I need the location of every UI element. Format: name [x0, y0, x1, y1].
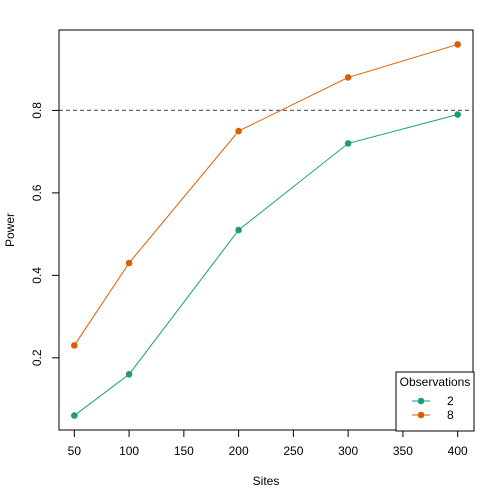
data-point	[454, 41, 461, 48]
data-point	[125, 259, 133, 267]
legend-entry: 8	[412, 408, 454, 422]
legend: Observations 28	[395, 371, 475, 432]
legend-label: 2	[447, 394, 454, 408]
x-axis-title: Sites	[253, 474, 280, 488]
series-layer	[71, 41, 461, 419]
legend-label: 8	[447, 408, 454, 422]
series-line	[73, 43, 458, 346]
data-point	[235, 127, 242, 135]
data-point	[125, 371, 133, 378]
data-point	[235, 226, 242, 234]
series-2	[71, 111, 461, 419]
legend-box	[395, 371, 475, 432]
axes: 50 100 150 200 250 300 350 400 0.2 0.4 0.6 0.8	[30, 102, 468, 458]
y-tick-label: 0.4	[30, 267, 44, 284]
y-tick-label: 0.6	[30, 184, 44, 201]
x-tick-label: 400	[448, 444, 468, 458]
y-tick-label: 0.8	[30, 102, 44, 119]
legend-title: Observations	[400, 375, 471, 389]
series-line	[74, 114, 458, 416]
data-point	[71, 412, 78, 419]
y-tick-label: 0.2	[30, 349, 44, 366]
data-point	[344, 74, 352, 81]
y-axis-title: Power	[3, 213, 17, 247]
data-point	[454, 111, 461, 118]
legend-entry: 2	[412, 394, 454, 408]
x-tick-label: 300	[338, 444, 358, 458]
legend-marker	[417, 397, 425, 405]
plot-area	[58, 29, 474, 431]
x-tick-label: 200	[229, 444, 249, 458]
x-tick-label: 150	[174, 444, 194, 458]
data-point	[344, 140, 352, 147]
plot-frame	[58, 29, 474, 431]
data-point	[71, 342, 78, 349]
x-tick-label: 50	[68, 444, 82, 458]
x-tick-label: 250	[283, 444, 303, 458]
legend-marker	[417, 411, 425, 419]
series-8	[71, 41, 461, 349]
x-tick-label: 100	[119, 444, 139, 458]
x-tick-label: 350	[393, 444, 413, 458]
